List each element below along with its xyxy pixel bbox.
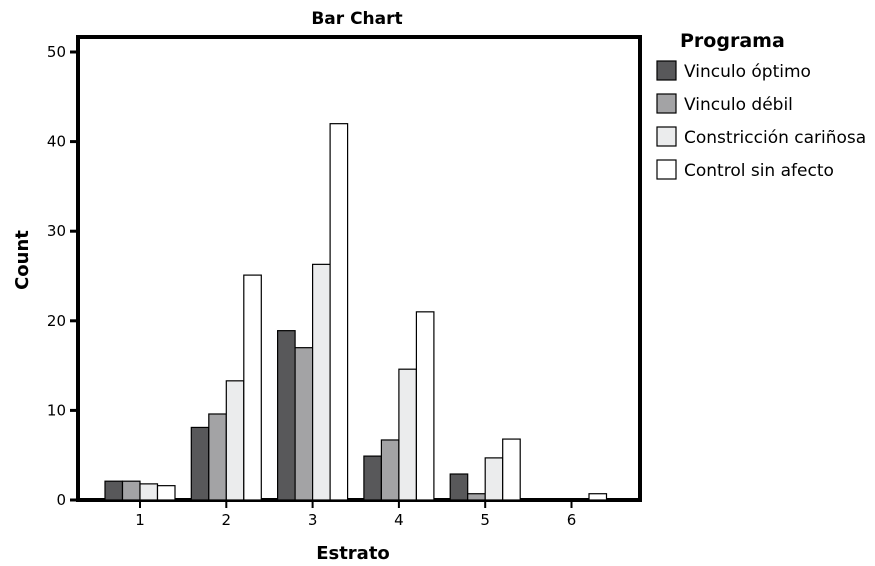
legend-swatch [656, 126, 677, 147]
bar-1-4 [363, 455, 382, 501]
legend-label: Control sin afecto [684, 161, 834, 181]
legend-label: Vinculo óptimo [684, 62, 811, 82]
x-tick-label: 6 [567, 511, 577, 529]
x-tick-label: 5 [480, 511, 490, 529]
x-tick-label: 4 [394, 511, 404, 529]
legend-title: Programa [680, 30, 785, 52]
bar-1-5 [449, 473, 469, 501]
y-tick-label: 10 [47, 401, 66, 419]
y-axis-title: Count [12, 230, 33, 290]
legend-label: Vinculo débil [684, 95, 793, 115]
y-tick-label: 40 [47, 133, 66, 151]
chart-title: Bar Chart [311, 9, 402, 29]
bar-1-3 [277, 330, 296, 501]
bar-2-3 [294, 347, 314, 501]
bar-4-2 [243, 274, 262, 501]
bar-3-3 [312, 263, 331, 501]
bar-4-3 [329, 123, 349, 501]
bar-2-1 [121, 480, 141, 501]
bar-3-4 [398, 368, 417, 501]
y-tick-label: 20 [47, 312, 66, 330]
legend-label: Constricción cariñosa [684, 128, 866, 148]
plot-area: 0 10 20 30 40 50 1 2 3 4 5 6 [47, 35, 642, 529]
bar-2-4 [380, 439, 400, 501]
legend-swatch [656, 60, 677, 81]
x-tick-label: 3 [308, 511, 318, 529]
bar-1-1 [104, 480, 124, 501]
x-axis-title: Estrato [316, 543, 390, 564]
bar-2-2 [208, 413, 227, 501]
bar-3-2 [225, 380, 245, 501]
y-tick-label: 30 [47, 222, 66, 240]
y-tick-label: 50 [47, 43, 66, 61]
plot-frame [76, 35, 642, 502]
bar-1-2 [190, 426, 210, 501]
x-tick-label: 1 [135, 511, 145, 529]
x-tick-label: 2 [222, 511, 232, 529]
y-tick-label: 0 [56, 491, 66, 509]
bar-4-1 [156, 485, 176, 501]
bar-3-5 [484, 457, 504, 501]
legend: Programa Vinculo óptimo Vinculo débil Cons… [656, 30, 866, 181]
bar-4-4 [415, 311, 435, 501]
bar-4-5 [502, 438, 521, 501]
bar-3-1 [139, 483, 159, 501]
legend-swatch [656, 159, 677, 180]
bar-4-6 [588, 493, 608, 501]
legend-swatch [656, 93, 677, 114]
bar-2-5 [467, 493, 486, 501]
